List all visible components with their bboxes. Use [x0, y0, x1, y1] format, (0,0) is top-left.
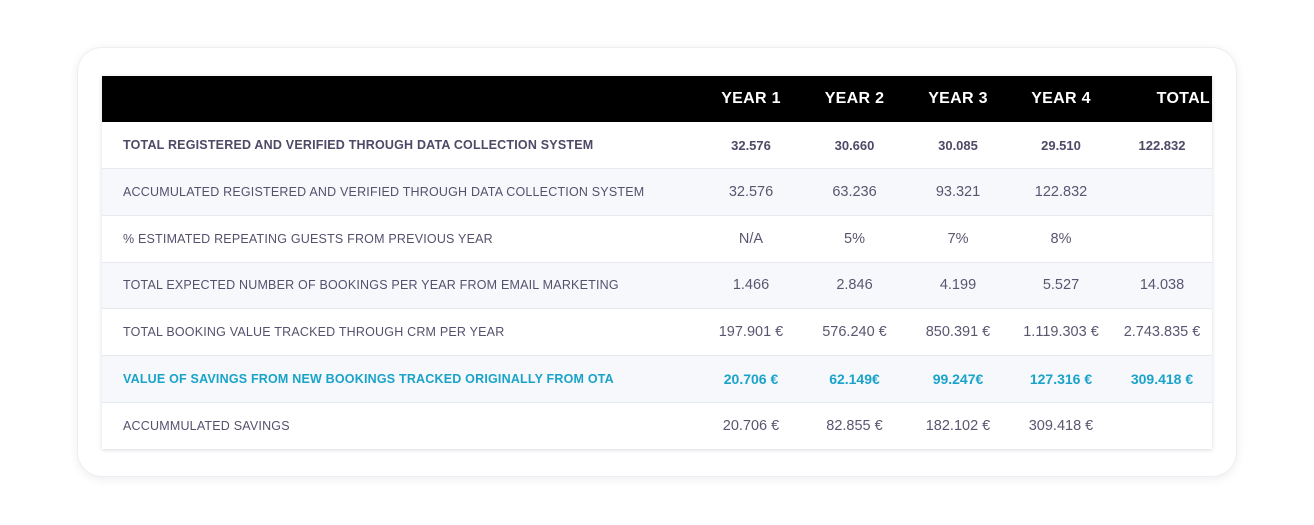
cell-year-1: 197.901 € — [718, 324, 784, 341]
table-row: % ESTIMATED REPEATING GUESTS FROM PREVIO… — [102, 215, 1212, 263]
cell-total — [1112, 169, 1212, 216]
cell-year-1: 32.576 — [731, 137, 771, 153]
cell-year-4: 1.119.303 € — [1023, 324, 1099, 341]
cell-year-1: 20.706 € — [722, 417, 780, 434]
row-label: % ESTIMATED REPEATING GUESTS FROM PREVIO… — [123, 231, 493, 246]
savings-table: YEAR 1 YEAR 2 YEAR 3 YEAR 4 TOTAL TOTAL … — [102, 76, 1212, 449]
cell-year-3: 99.247€ — [932, 370, 984, 387]
cell-year-3: 4.199 — [939, 277, 977, 294]
cell-year-1: 1.466 — [732, 277, 770, 294]
table-row: ACCUMULATED REGISTERED AND VERIFIED THRO… — [102, 168, 1212, 216]
table-row: TOTAL EXPECTED NUMBER OF BOOKINGS PER YE… — [102, 262, 1212, 309]
header-label-column — [102, 76, 699, 122]
cell-year-3: 7% — [947, 230, 969, 247]
cell-year-1: 32.576 — [728, 184, 774, 201]
cell-total: 122.832 — [1138, 137, 1186, 153]
cell-year-4: 309.418 € — [1028, 417, 1094, 434]
cell-year-4: 127.316 € — [1029, 370, 1093, 387]
table-row: TOTAL BOOKING VALUE TRACKED THROUGH CRM … — [102, 309, 1212, 356]
row-label: ACCUMULATED REGISTERED AND VERIFIED THRO… — [123, 185, 645, 200]
table-row: TOTAL REGISTERED AND VERIFIED THROUGH DA… — [102, 122, 1212, 169]
header-year-1: YEAR 1 — [721, 90, 781, 107]
cell-year-2: 2.846 — [836, 277, 873, 294]
cell-year-4: 29.510 — [1041, 137, 1081, 153]
cell-year-2: 82.855 € — [826, 417, 883, 434]
cell-year-3: 850.391 € — [925, 324, 991, 341]
row-label: VALUE OF SAVINGS FROM NEW BOOKINGS TRACK… — [123, 371, 614, 386]
cell-year-2: 30.660 — [834, 137, 875, 153]
cell-year-1: 20.706 € — [723, 370, 779, 387]
header-year-2: YEAR 2 — [824, 90, 885, 107]
cell-year-3: 30.085 — [938, 137, 978, 153]
cell-total: 14.038 — [1139, 277, 1185, 294]
cell-year-1: N/A — [738, 230, 764, 247]
cell-year-4: 8% — [1050, 230, 1072, 247]
cell-total — [1112, 215, 1212, 262]
row-label: TOTAL BOOKING VALUE TRACKED THROUGH CRM … — [123, 325, 505, 340]
cell-year-4: 5.527 — [1042, 277, 1080, 294]
cell-year-2: 63.236 — [832, 184, 877, 201]
cell-total: 309.418 € — [1130, 370, 1194, 387]
cell-year-2: 62.149€ — [829, 370, 880, 387]
cell-total — [1112, 402, 1212, 449]
row-label: TOTAL EXPECTED NUMBER OF BOOKINGS PER YE… — [123, 278, 619, 293]
header-year-3: YEAR 3 — [928, 90, 988, 107]
cell-year-3: 93.321 — [935, 184, 981, 201]
cell-year-2: 576.240 € — [822, 324, 887, 341]
header-total: TOTAL — [1156, 90, 1210, 107]
header-year-4: YEAR 4 — [1031, 90, 1091, 107]
row-label: TOTAL REGISTERED AND VERIFIED THROUGH DA… — [123, 138, 594, 153]
table-row: ACCUMMULATED SAVINGS 20.706 € 82.855 € 1… — [102, 402, 1212, 449]
row-label: ACCUMMULATED SAVINGS — [123, 418, 290, 433]
cell-year-4: 122.832 — [1034, 184, 1088, 201]
table-row-highlight: VALUE OF SAVINGS FROM NEW BOOKINGS TRACK… — [102, 355, 1212, 403]
savings-table-card: YEAR 1 YEAR 2 YEAR 3 YEAR 4 TOTAL TOTAL … — [102, 76, 1212, 449]
cell-total: 2.743.835 € — [1123, 324, 1201, 341]
table-header-row: YEAR 1 YEAR 2 YEAR 3 YEAR 4 TOTAL — [102, 76, 1212, 122]
cell-year-3: 182.102 € — [925, 417, 991, 434]
cell-year-2: 5% — [844, 230, 865, 247]
